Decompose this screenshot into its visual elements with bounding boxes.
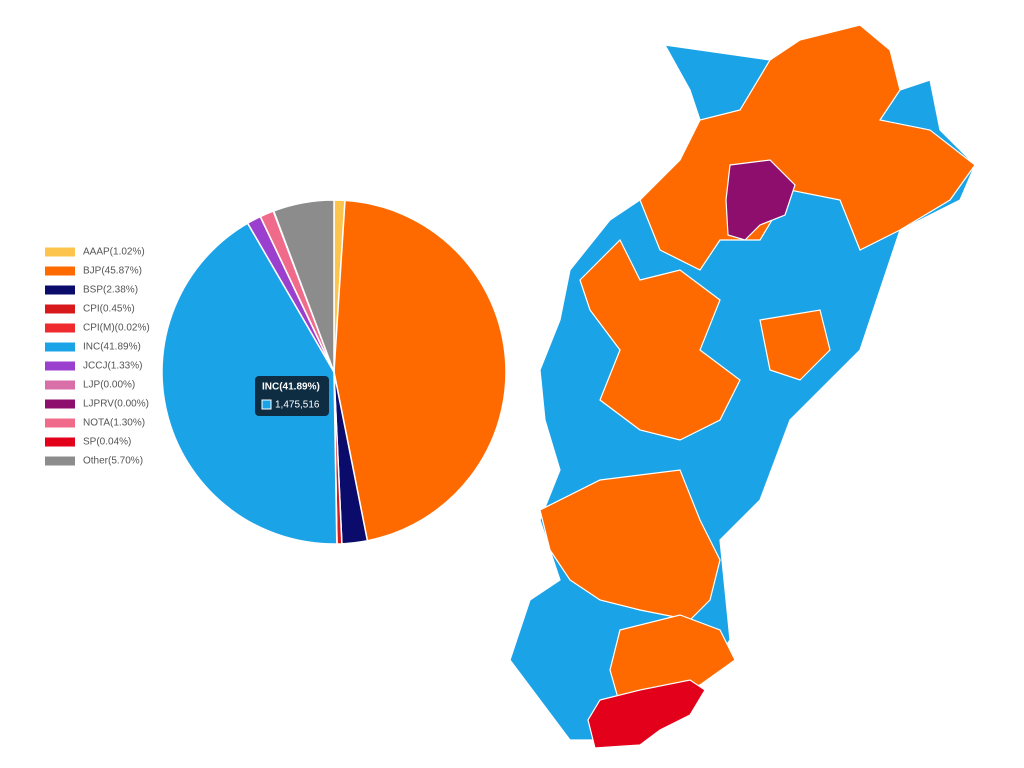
legend-label: NOTA(1.30%): [83, 418, 145, 429]
legend-swatch: [45, 399, 75, 409]
legend-swatch: [45, 285, 75, 295]
legend-label: LJPRV(0.00%): [83, 399, 149, 410]
legend-swatch: [45, 342, 75, 352]
legend-label: LJP(0.00%): [83, 380, 135, 391]
region-bjp: [639, 24, 976, 271]
legend-label: Other(5.70%): [83, 456, 143, 467]
legend-swatch: [45, 437, 75, 447]
region-bjp: [609, 614, 736, 706]
tooltip-swatch: [261, 399, 272, 410]
pie-slice: [161, 222, 338, 545]
tooltip-title: INC(41.89%): [262, 382, 320, 393]
legend-label: BJP(45.87%): [83, 266, 142, 277]
region-bjp: [579, 238, 741, 441]
pie-slice: [272, 199, 335, 373]
legend-swatch: [45, 418, 75, 428]
region-bjp: [539, 469, 721, 621]
legend-swatch: [45, 247, 75, 257]
legend-swatch: [45, 361, 75, 371]
tooltip-text: 1,475,516: [275, 400, 320, 411]
region-ljprv: [725, 159, 796, 241]
legend-label: CPI(0.45%): [83, 304, 135, 315]
pie-slice: [333, 199, 507, 542]
legend-swatch: [45, 266, 75, 276]
legend-label: AAAP(1.02%): [83, 247, 145, 258]
tooltip-box: [255, 376, 329, 416]
legend-swatch: [45, 323, 75, 333]
legend-label: JCCJ(1.33%): [83, 361, 142, 372]
tooltip: INC(41.89%) 1,475,516: [255, 376, 329, 416]
legend-label: BSP(2.38%): [83, 285, 138, 296]
legend-label: SP(0.04%): [83, 437, 131, 448]
legend-swatch: [45, 456, 75, 466]
region-cpi: [587, 679, 706, 749]
region-bjp: [759, 309, 831, 381]
legend-label: INC(41.89%): [83, 342, 141, 353]
legend-swatch: [45, 380, 75, 390]
map: [509, 24, 976, 749]
legend-label: CPI(M)(0.02%): [83, 323, 150, 334]
legend-swatch: [45, 304, 75, 314]
